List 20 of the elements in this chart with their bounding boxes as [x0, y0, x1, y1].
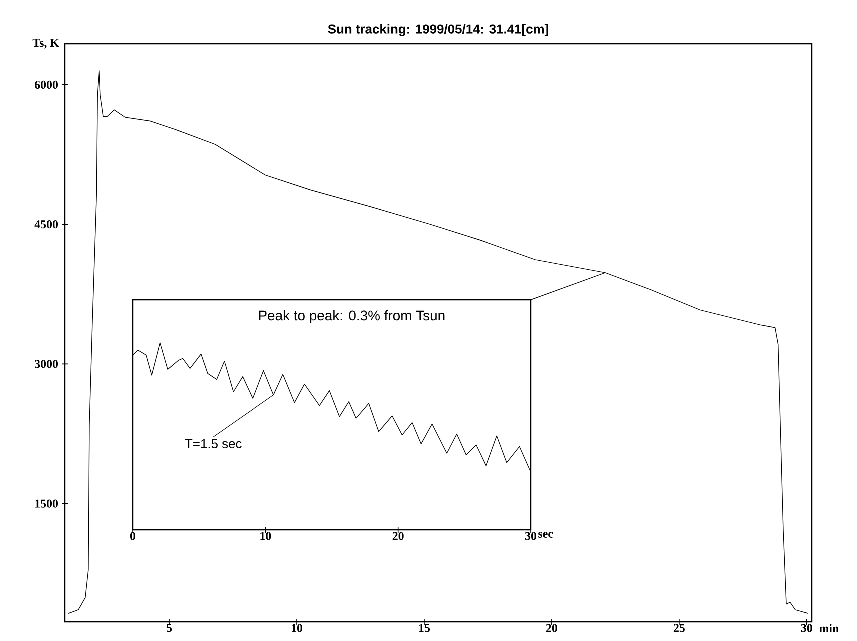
x-tick-label: 25: [674, 624, 685, 632]
x-tick-label: 10: [260, 532, 272, 540]
y-tick-label: 4500: [34, 220, 58, 229]
y-tick-label: 3000: [35, 360, 58, 368]
x-tick-label: 20: [546, 624, 558, 632]
x-axis-title: sec: [538, 532, 554, 538]
annotation: T=1.5 sec: [185, 439, 242, 449]
y-tick-label: 6000: [34, 80, 58, 89]
x-tick-label: 5: [167, 624, 172, 632]
y-tick-label: 1500: [36, 500, 58, 508]
x-tick-label: 30: [801, 624, 812, 632]
y-axis-title: Ts, K: [32, 39, 60, 49]
x-axis-title: min: [820, 624, 839, 632]
chart-title: Sun tracking: 1999/05/14: 31.41[cm]: [328, 24, 548, 36]
x-tick-label: 15: [419, 624, 430, 632]
x-tick-label: 30: [525, 532, 537, 540]
x-tick-label: 20: [392, 532, 404, 540]
x-tick-label: 10: [292, 624, 303, 632]
annotation: Peak to peak: 0.3% from Tsun: [259, 310, 445, 324]
x-tick-label: 0: [130, 532, 136, 540]
